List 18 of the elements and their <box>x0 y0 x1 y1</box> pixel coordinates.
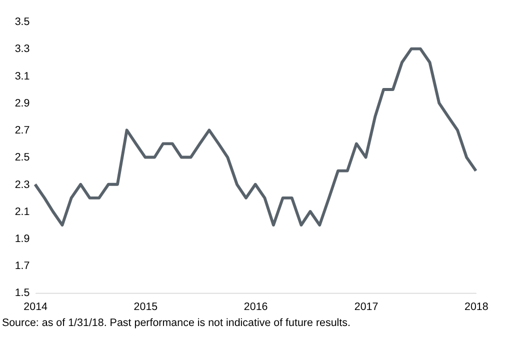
x-tick-label: 2015 <box>134 300 158 313</box>
y-tick-label: 2.1 <box>14 206 30 218</box>
y-tick-label: 3.5 <box>14 16 30 28</box>
x-tick-label: 2016 <box>244 300 268 313</box>
x-tick-label: 2017 <box>354 300 378 313</box>
x-tick-label: 2018 <box>464 300 488 313</box>
x-tick-label: 2014 <box>24 300 48 313</box>
y-tick-label: 1.7 <box>14 260 30 272</box>
y-tick-label: 2.3 <box>14 178 30 191</box>
line-series <box>34 47 478 227</box>
y-tick-label: 3.1 <box>14 70 30 82</box>
y-tick-label: 2.9 <box>14 97 30 110</box>
y-tick-label: 1.5 <box>14 287 30 300</box>
y-tick-label: 1.9 <box>14 233 30 246</box>
source-note: Source: as of 1/31/18. Past performance is not indicative of future results. <box>2 316 350 329</box>
y-tick-label: 2.7 <box>14 124 30 137</box>
y-tick-label: 3.3 <box>14 43 30 56</box>
y-tick-label: 2.5 <box>14 152 30 164</box>
